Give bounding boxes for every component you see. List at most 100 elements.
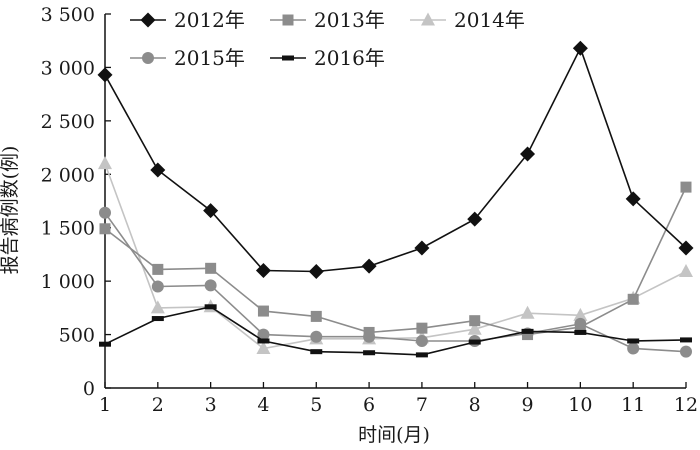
legend-marker [142, 52, 154, 64]
series-line [104, 163, 687, 350]
data-point [255, 262, 271, 278]
series-line [104, 305, 687, 356]
x-tick-label: 5 [310, 394, 322, 416]
x-tick-label: 4 [257, 394, 269, 416]
data-point [99, 223, 111, 235]
data-point [468, 339, 481, 345]
series-line [104, 46, 687, 273]
data-point [98, 156, 112, 170]
y-axis-ticks: 0 500 1 000 1 500 2 000 2 500 3 000 3 500 [41, 4, 111, 400]
y-tick-label: 2 500 [41, 111, 95, 133]
data-point [152, 263, 164, 275]
series-line [104, 186, 687, 336]
data-point [679, 264, 693, 278]
legend-marker [140, 12, 156, 28]
x-tick-label: 2 [152, 394, 164, 416]
data-point [572, 40, 588, 56]
data-point [521, 328, 534, 334]
legend-entry: 2015年 [130, 46, 245, 70]
chart-legend: 2012年 2013年 2014年 2015年 2016年 [130, 8, 525, 70]
data-point [204, 279, 217, 292]
x-tick-label: 12 [674, 394, 698, 416]
data-point [308, 264, 324, 280]
x-axis-ticks: 1 2 3 4 5 6 7 8 9 10 11 12 [99, 382, 698, 416]
legend-label: 2015年 [174, 46, 245, 70]
data-point [573, 307, 588, 321]
data-point [257, 328, 270, 341]
y-tick-label: 0 [83, 378, 95, 400]
y-tick-label: 3 000 [41, 57, 95, 79]
legend-entry: 2014年 [410, 8, 525, 32]
data-point [627, 342, 640, 355]
data-point [574, 321, 586, 333]
data-point [678, 240, 694, 256]
data-point [363, 350, 376, 356]
x-tick-label: 6 [363, 394, 375, 416]
legend-label: 2013年 [314, 8, 385, 32]
series-line [104, 212, 687, 353]
data-point [150, 162, 166, 178]
data-point [151, 316, 164, 322]
data-point [625, 191, 641, 207]
data-point [520, 305, 535, 319]
data-point [204, 304, 217, 310]
data-point [574, 329, 587, 335]
series-2015年 [99, 206, 692, 358]
x-tick-label: 1 [99, 394, 111, 416]
data-point [415, 352, 428, 358]
series-2013年 [99, 181, 692, 341]
legend-label: 2012年 [174, 8, 245, 32]
data-point [414, 240, 430, 256]
data-point [256, 340, 271, 354]
data-point [415, 334, 428, 347]
series-2012年 [97, 40, 694, 280]
series-2014年 [98, 156, 693, 354]
y-tick-label: 1 500 [41, 218, 95, 240]
data-point [467, 211, 483, 227]
data-point [310, 349, 323, 355]
data-point [363, 326, 375, 338]
chart-series [97, 40, 694, 358]
legend-label: 2016年 [314, 46, 385, 70]
x-tick-label: 10 [568, 394, 592, 416]
legend-label: 2014年 [454, 8, 525, 32]
data-point [680, 337, 692, 343]
data-point [520, 146, 536, 162]
series-2016年 [99, 304, 692, 358]
x-tick-label: 8 [469, 394, 481, 416]
x-tick-label: 7 [416, 394, 428, 416]
x-tick-label: 11 [621, 394, 645, 416]
y-tick-label: 2 000 [41, 164, 95, 186]
data-point [627, 293, 639, 305]
data-point [680, 181, 692, 193]
y-axis-label: 报告病例数(例) [0, 146, 21, 275]
data-point [467, 321, 482, 335]
x-tick-label: 9 [521, 394, 533, 416]
legend-marker [282, 14, 294, 26]
data-point [97, 67, 113, 83]
y-tick-label: 3 500 [41, 4, 95, 26]
data-point [361, 258, 377, 274]
legend-marker [282, 55, 294, 61]
data-point [257, 338, 270, 344]
data-point [203, 203, 219, 219]
data-point [469, 315, 481, 327]
data-point [151, 280, 164, 293]
legend-entry: 2012年 [130, 8, 245, 32]
data-point [627, 338, 640, 344]
legend-entry: 2013年 [270, 8, 385, 32]
data-point [522, 329, 534, 341]
data-point [205, 262, 217, 274]
x-tick-label: 3 [205, 394, 217, 416]
data-point [150, 300, 165, 314]
data-point [310, 310, 322, 322]
data-point [257, 305, 269, 317]
data-point [99, 341, 111, 347]
data-point [310, 330, 323, 343]
data-point [99, 206, 111, 219]
legend-marker [421, 12, 435, 26]
data-point [680, 345, 692, 358]
y-tick-label: 1 000 [41, 271, 95, 293]
y-tick-label: 500 [59, 325, 95, 347]
